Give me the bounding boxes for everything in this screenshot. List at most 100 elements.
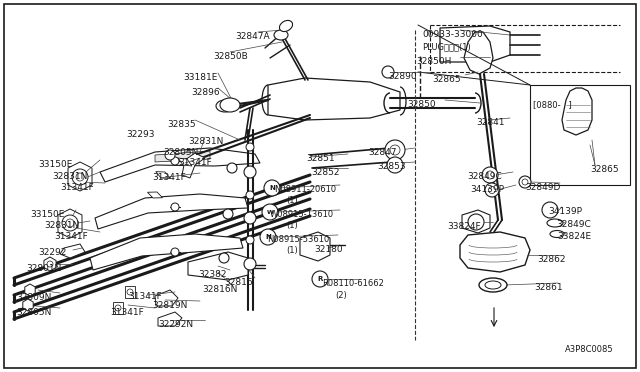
Circle shape [72,169,88,185]
Ellipse shape [479,278,507,292]
Polygon shape [182,153,205,178]
Circle shape [312,271,328,287]
Ellipse shape [485,281,501,289]
Text: 32292N: 32292N [158,320,193,329]
Circle shape [264,180,280,196]
Text: [0880-   ]: [0880- ] [533,100,572,109]
Text: (1): (1) [286,196,298,205]
Circle shape [244,258,256,270]
Text: (2): (2) [335,291,347,300]
Polygon shape [113,302,123,314]
Text: 33150E: 33150E [30,210,65,219]
Polygon shape [268,78,400,120]
Text: 32809N: 32809N [16,293,51,302]
Polygon shape [460,232,530,272]
Ellipse shape [547,219,563,227]
Text: R: R [317,276,323,282]
Polygon shape [125,286,135,298]
Polygon shape [44,257,56,271]
Text: 32847A: 32847A [235,32,269,41]
Circle shape [522,179,528,185]
Circle shape [260,229,276,245]
Polygon shape [60,244,85,258]
Circle shape [227,163,237,173]
Text: A3P8C0085: A3P8C0085 [565,345,614,354]
Ellipse shape [550,231,564,237]
Text: 32849C: 32849C [467,172,502,181]
Circle shape [165,150,175,160]
Text: 32852: 32852 [311,168,339,177]
Text: 32831N: 32831N [44,221,79,230]
Text: 32831N: 32831N [52,172,88,181]
Text: 00933-33000: 00933-33000 [422,30,483,39]
Text: 32849D: 32849D [525,183,561,192]
Polygon shape [155,151,210,162]
Polygon shape [23,299,33,311]
Text: N08911-20610: N08911-20610 [274,185,336,194]
Text: 32816N: 32816N [202,285,237,294]
Text: 32849C: 32849C [556,220,591,229]
Text: 32862: 32862 [537,255,566,264]
Polygon shape [464,32,493,74]
Text: 31341F: 31341F [60,183,93,192]
Text: 32835: 32835 [167,120,196,129]
Polygon shape [300,232,330,261]
Ellipse shape [220,98,240,112]
Polygon shape [68,162,92,191]
Text: 33824E: 33824E [557,232,591,241]
Text: 32865: 32865 [590,165,619,174]
Polygon shape [58,209,82,238]
Text: 31341F: 31341F [152,173,186,182]
Text: 32805N: 32805N [16,308,51,317]
Text: (1): (1) [286,221,298,230]
Circle shape [219,253,229,263]
Circle shape [127,289,133,295]
Text: 32292: 32292 [38,248,67,257]
Text: 32293: 32293 [126,130,154,139]
Circle shape [385,140,405,160]
Text: 33150E: 33150E [38,160,72,169]
Text: 32847: 32847 [368,148,397,157]
Text: 33824F: 33824F [447,222,481,231]
Text: 31341F: 31341F [54,232,88,241]
Polygon shape [95,194,248,229]
Circle shape [223,209,233,219]
Circle shape [246,143,254,151]
Text: 32819N: 32819N [152,301,188,310]
Circle shape [482,167,498,183]
Circle shape [486,171,494,179]
Circle shape [47,261,53,267]
Text: 31341F: 31341F [128,292,162,301]
Polygon shape [178,158,192,166]
Polygon shape [90,234,243,270]
Text: 34139P: 34139P [470,185,504,194]
Circle shape [66,219,74,227]
Text: PLUGプラグ(1): PLUGプラグ(1) [422,42,471,51]
Text: 32801N: 32801N [26,264,61,273]
Text: 32805N: 32805N [163,148,198,157]
Text: 32816: 32816 [224,278,253,287]
Text: 32841: 32841 [476,118,504,127]
Circle shape [382,66,394,78]
Circle shape [171,248,179,256]
Text: 31341F: 31341F [110,308,144,317]
Circle shape [244,166,256,178]
Circle shape [488,186,495,193]
Polygon shape [25,284,35,296]
Circle shape [244,212,256,224]
Text: 33181E: 33181E [183,73,218,82]
Polygon shape [100,148,260,182]
Circle shape [542,202,558,218]
Circle shape [468,214,484,230]
Polygon shape [440,26,510,62]
Text: 32861: 32861 [534,283,563,292]
Polygon shape [156,171,170,179]
Circle shape [485,183,499,197]
Polygon shape [147,192,163,198]
Circle shape [171,203,179,211]
Text: N: N [265,234,271,240]
Text: 32853: 32853 [377,162,406,171]
Text: R08110-61662: R08110-61662 [322,279,384,288]
Circle shape [62,215,78,231]
Text: 32180: 32180 [314,245,342,254]
